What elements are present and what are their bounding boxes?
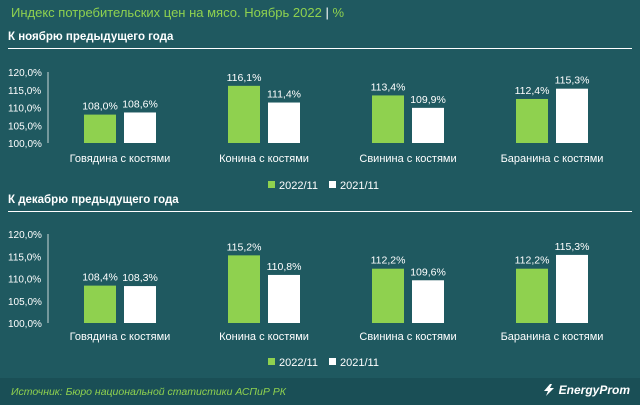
legend-swatch-2022-11 [268,181,275,188]
data-label: 116,1% [227,72,262,84]
data-label: 112,4% [515,85,550,97]
bar-2021-11-3 [556,88,588,143]
category-label: Свинина с костями [359,153,456,165]
legend-label-2022-11: 2022/11 [279,357,318,369]
data-label: 108,6% [122,98,158,110]
data-label: 111,4% [267,89,301,101]
bar-2021-11-1 [268,102,300,143]
bar-2022-11-2 [372,95,404,143]
section-title-december: К декабрю предыдущего года [8,194,185,206]
bar-2022-11-3 [516,98,548,143]
section-title-november: К ноябрю предыдущего года [8,31,180,43]
source-text: Источник: Бюро национальной статистики А… [11,386,286,398]
bar-2022-11-0 [84,285,116,323]
category-label: Конина с костями [219,331,309,343]
bar-2022-11-2 [372,268,404,323]
legend-label-2021-11: 2021/11 [340,357,379,369]
data-label: 109,6% [410,266,446,278]
data-label: 108,3% [122,272,158,284]
bar-2022-11-1 [228,85,260,143]
legend-swatch-2022-11 [268,358,275,365]
bar-2021-11-2 [412,107,444,143]
data-label: 112,2% [371,255,406,267]
y-tick-label: 105,0% [8,121,42,132]
y-tick-label: 105,0% [8,297,42,308]
data-label: 113,4% [371,81,406,93]
y-tick-label: 100,0% [8,139,42,150]
category-label: Баранина с костями [501,153,604,165]
logo-text: EnergyProm [558,383,630,397]
y-tick-label: 115,0% [8,86,41,97]
category-label: Баранина с костями [501,331,604,343]
data-label: 108,0% [82,101,118,113]
category-label: Свинина с костями [359,331,456,343]
y-tick-label: 120,0% [8,230,42,241]
title-unit: % [332,5,345,20]
data-label: 109,9% [410,94,446,106]
data-label: 110,8% [267,261,302,273]
section-header-november: К ноябрю предыдущего года [8,30,632,49]
chart-november: 120,0% 115,0% 110,0% 105,0% 100,0% 108,0% 108,… [8,68,604,192]
data-label: 115,3% [555,75,590,87]
y-tick-label: 120,0% [8,68,42,79]
y-tick-label: 110,0% [8,104,41,115]
data-label: 108,4% [82,272,118,284]
legend-label-2022-11: 2022/11 [279,180,318,192]
title-separator: | [325,5,329,20]
category-label: Конина с костями [219,153,309,165]
data-label: 115,3% [555,241,590,253]
y-tick-label: 100,0% [8,319,42,330]
bar-2022-11-0 [84,114,116,143]
bar-2021-11-0 [124,112,156,143]
bar-2022-11-1 [228,255,260,323]
category-label: Говядина с костями [70,331,171,343]
data-label: 112,2% [515,255,550,267]
category-label: Говядина с костями [70,153,171,165]
y-tick-label: 110,0% [8,275,41,286]
bar-2021-11-0 [124,286,156,323]
bar-2021-11-3 [556,254,588,323]
legend-swatch-2021-11 [329,181,336,188]
lightning-icon [543,384,554,396]
legend-label-2021-11: 2021/11 [340,180,379,192]
footer: Источник: Бюро национальной статистики А… [0,378,640,405]
y-tick-label: 115,0% [8,252,41,263]
legend-swatch-2021-11 [329,358,336,365]
bar-2021-11-1 [268,274,300,323]
chart-december: 120,0% 115,0% 110,0% 105,0% 100,0% 108,4% 108,… [8,230,604,369]
page-title: Индекс потребительских цен на мясо. Нояб… [11,5,344,20]
title-text: Индекс потребительских цен на мясо. Нояб… [11,5,322,20]
section-header-december: К декабрю предыдущего года [8,193,632,212]
bar-2021-11-2 [412,280,444,323]
energyprom-logo: EnergyProm [542,383,630,397]
data-label: 115,2% [227,241,262,253]
bar-2022-11-3 [516,268,548,323]
